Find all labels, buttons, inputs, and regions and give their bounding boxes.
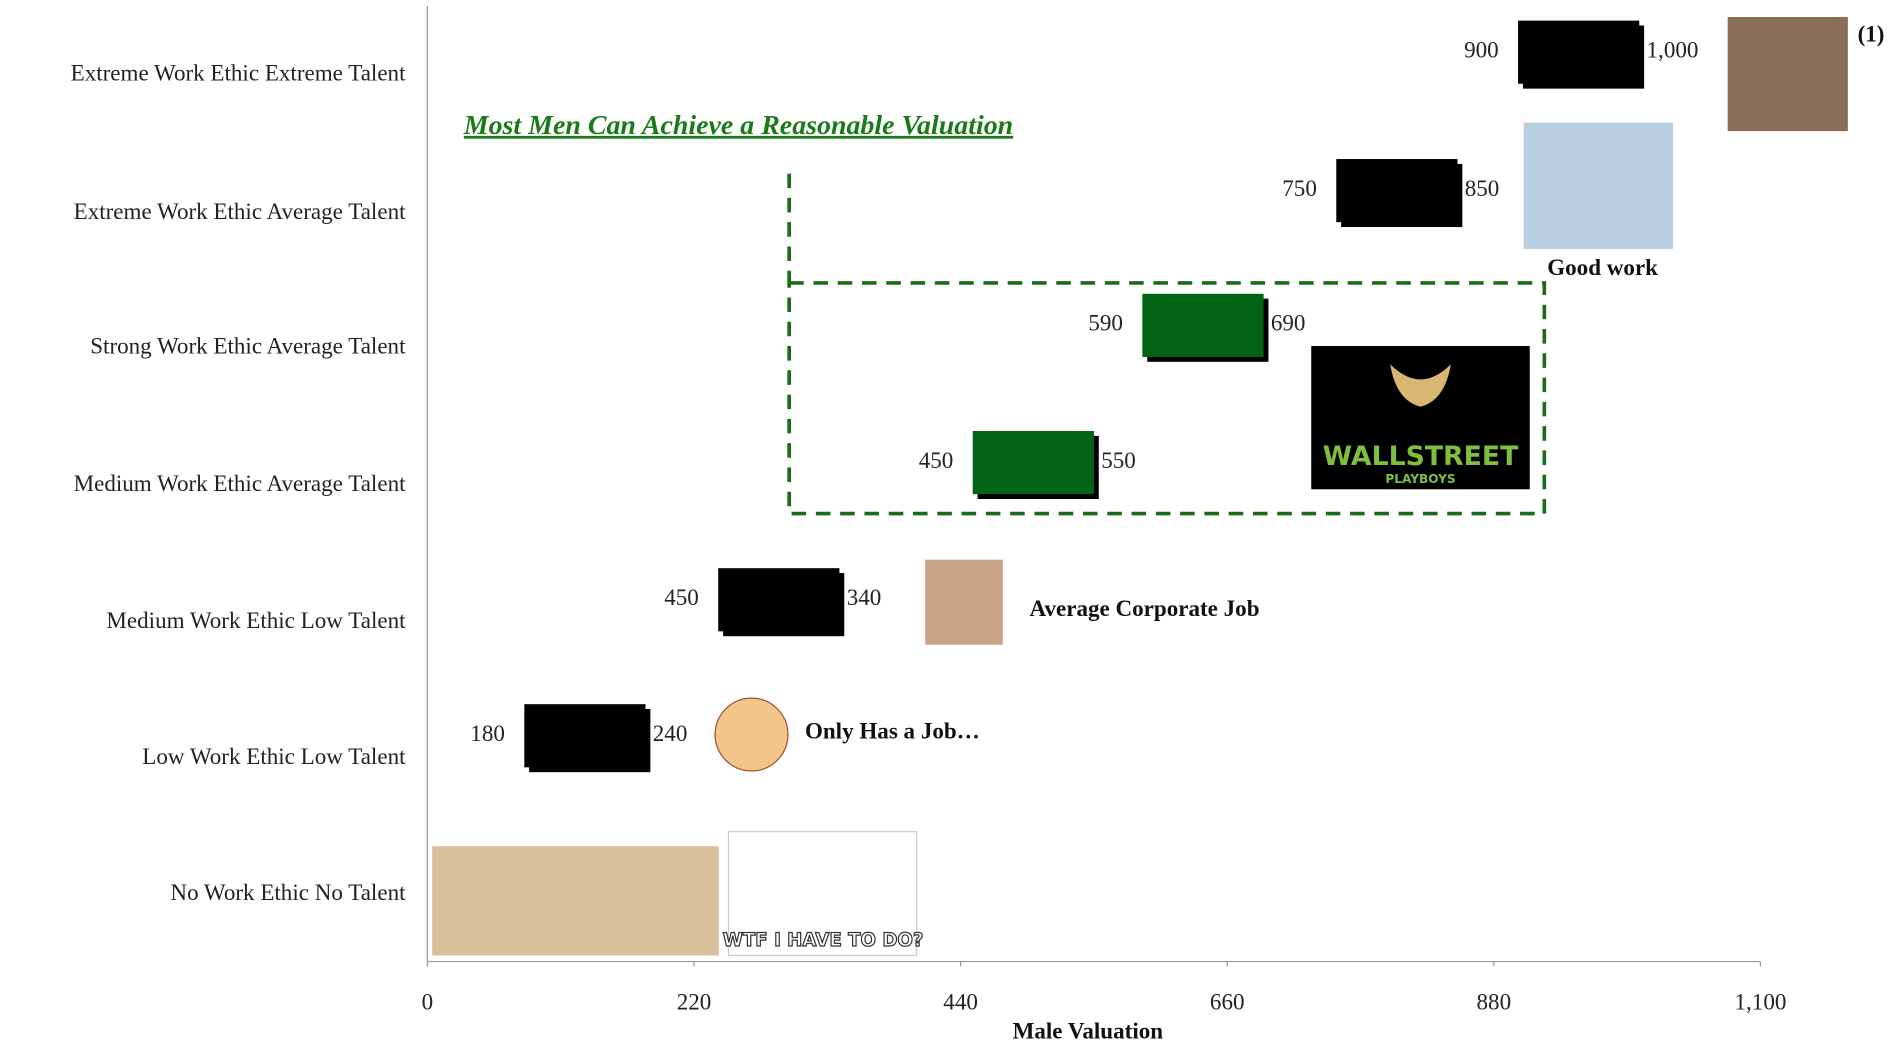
logo (1311, 346, 1530, 490)
bar (1336, 159, 1458, 223)
x-tick-label: 660 (1210, 988, 1245, 1014)
high-label: 690 (1271, 310, 1306, 336)
y-tick-label: Low Work Ethic Low Talent (142, 743, 406, 769)
y-tick-label: Strong Work Ethic Average Talent (90, 333, 406, 359)
low-label: 750 (1282, 175, 1317, 201)
annotation: Most Men Can Achieve a Reasonable Valuat… (463, 110, 1013, 141)
low-label: 450 (919, 447, 954, 473)
high-label: 240 (653, 720, 688, 746)
photo (925, 559, 1003, 645)
x-tick-label: 880 (1477, 988, 1512, 1014)
cartoon (714, 697, 789, 772)
y-tick-label: Extreme Work Ethic Average Talent (74, 198, 406, 224)
highlight-box (787, 173, 1547, 516)
y-tick-label: No Work Ethic No Talent (170, 879, 406, 905)
bar (1142, 293, 1264, 357)
logo-text: WALLSTREET (1323, 441, 1519, 472)
y-tick-label: Extreme Work Ethic Extreme Talent (71, 60, 406, 86)
logo-subtext: PLAYBOYS (1385, 472, 1455, 486)
bar (718, 568, 840, 632)
high-label: 340 (847, 584, 882, 610)
high-label: 1,000 (1647, 37, 1699, 63)
meme (727, 831, 918, 957)
x-tick-label: 220 (677, 988, 712, 1014)
low-label: 590 (1088, 310, 1123, 336)
high-label: 550 (1101, 447, 1136, 473)
x-tick-label: 0 (422, 988, 434, 1014)
annotation: Only Has a Job… (805, 718, 980, 744)
annotation: Good work (1547, 254, 1658, 280)
y-tick-label: Medium Work Ethic Average Talent (74, 470, 406, 496)
logo-icon (1390, 364, 1451, 407)
x-tick-label: 440 (943, 988, 978, 1014)
low-label: 180 (470, 720, 505, 746)
x-tick-label: 1,100 (1735, 988, 1787, 1014)
photo (432, 846, 719, 956)
low-label: 450 (664, 584, 699, 610)
bar (1518, 20, 1640, 84)
photo (1523, 122, 1674, 249)
bar (524, 704, 646, 768)
annotation: (1) (1858, 21, 1885, 47)
meme-text: WTF I HAVE TO DO? (723, 930, 924, 951)
annotation: Average Corporate Job (1030, 595, 1260, 621)
bar (972, 431, 1094, 495)
y-tick-label: Medium Work Ethic Low Talent (106, 607, 406, 633)
x-axis-title: Male Valuation (1013, 1017, 1164, 1040)
high-label: 850 (1465, 175, 1500, 201)
low-label: 900 (1464, 37, 1499, 63)
photo (1727, 16, 1848, 132)
